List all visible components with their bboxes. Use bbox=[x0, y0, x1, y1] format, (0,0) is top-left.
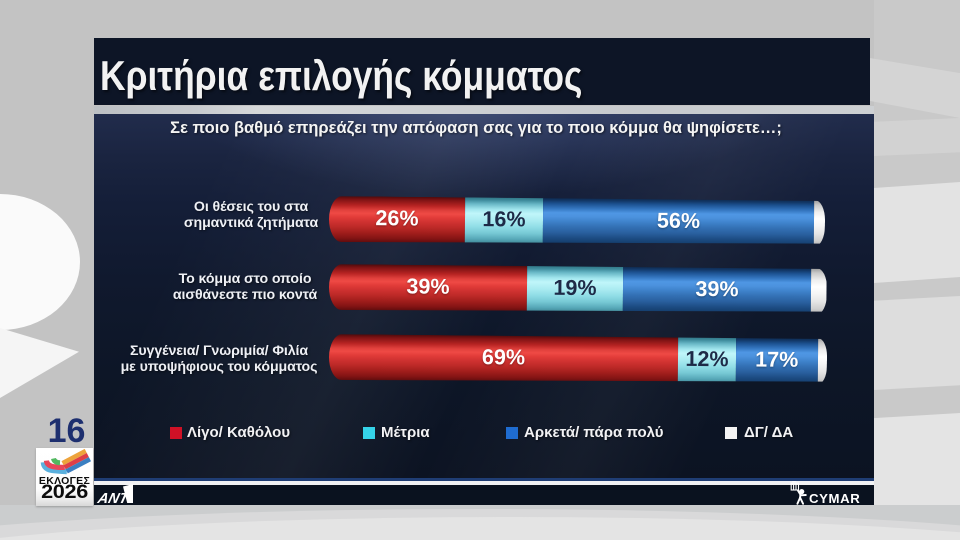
svg-text:ANT: ANT bbox=[95, 491, 132, 505]
svg-text:CYMAR: CYMAR bbox=[809, 491, 860, 506]
